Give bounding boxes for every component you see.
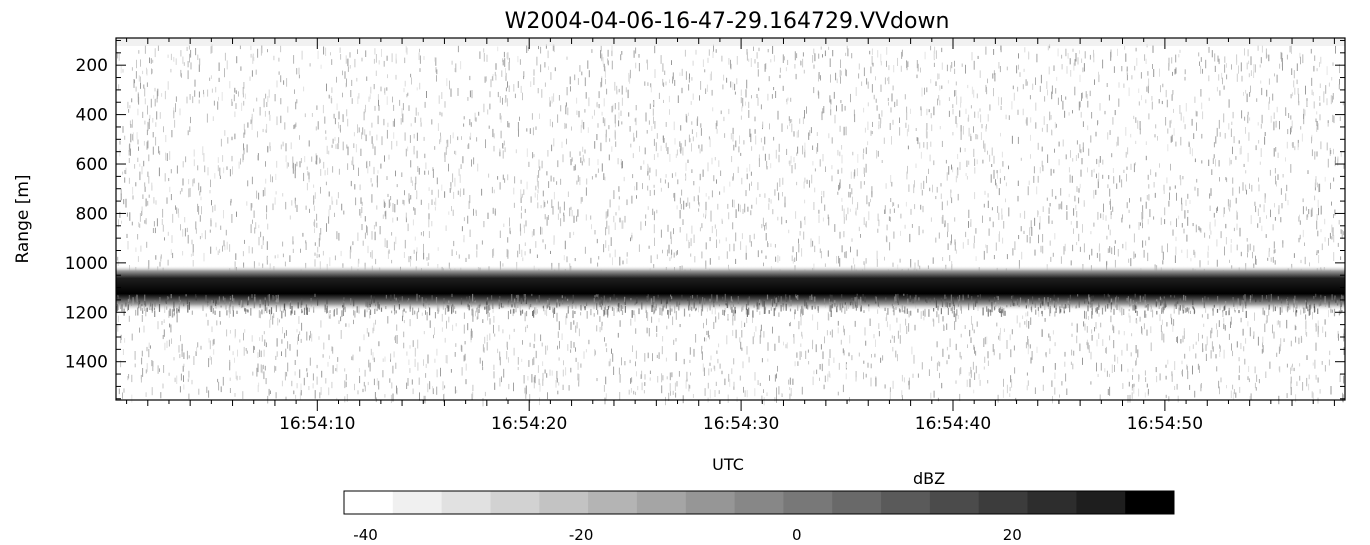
y-axis-label: Range [m] [13, 174, 33, 263]
plot-area: 200 400 600 800 1000 1200 1400 16:54:10 16:54:20… [65, 37, 1346, 434]
colorbar-swatch [1125, 491, 1175, 514]
x-tick-label: 16:54:30 [703, 414, 779, 434]
plot-frame [115, 37, 1346, 401]
colorbar-swatch [1076, 491, 1126, 514]
x-tick-label: 16:54:10 [279, 414, 355, 434]
y-tick-label: 600 [76, 155, 108, 175]
colorbar-swatch [734, 491, 784, 514]
x-tick-label: 16:54:50 [1127, 414, 1203, 434]
colorbar-tick-label: -20 [569, 526, 594, 544]
x-tick-label: 16:54:40 [915, 414, 991, 434]
y-axis: 200 400 600 800 1000 1200 1400 [65, 39, 1345, 400]
colorbar-tick-label: -40 [353, 526, 378, 544]
colorbar-swatch [929, 491, 980, 514]
colorbar-swatch [881, 491, 931, 514]
colorbar-tick-label: 20 [1003, 526, 1022, 544]
colorbar-swatch [832, 491, 882, 514]
colorbar-swatch [490, 491, 540, 514]
colorbar-tick-label: 0 [792, 526, 802, 544]
y-tick-label: 800 [76, 204, 108, 224]
x-axis-label: UTC [712, 455, 744, 474]
top-edge-shade [116, 38, 1345, 46]
colorbar-swatch [344, 491, 394, 514]
x-tick-label: 16:54:20 [491, 414, 567, 434]
y-tick-label: 1200 [65, 303, 108, 323]
colorbar-swatch [441, 491, 491, 514]
plot-background [116, 38, 1345, 400]
colorbar-label: dBZ [913, 469, 945, 488]
colorbar-swatch [392, 491, 443, 514]
colorbar-frame [343, 490, 1175, 515]
colorbar-swatch [636, 491, 687, 514]
colorbar-swatch [685, 491, 736, 514]
colorbar-swatch [539, 491, 589, 514]
y-tick-label: 1000 [65, 254, 108, 274]
echo-band-texture [116, 293, 1346, 319]
colorbar: -40 -20 0 20 [343, 490, 1175, 544]
colorbar-swatch [978, 491, 1028, 514]
chart-title: W2004-04-06-16-47-29.164729.VVdown [505, 9, 950, 34]
colorbar-swatch [783, 491, 833, 514]
y-tick-label: 400 [76, 106, 108, 126]
colorbar-swatch [1027, 491, 1077, 514]
y-tick-label: 1400 [65, 353, 108, 373]
y-tick-label: 200 [76, 56, 108, 76]
x-axis: 16:54:10 16:54:20 16:54:30 16:54:40 16:54:50 [126, 38, 1335, 434]
colorbar-swatch [588, 491, 638, 514]
